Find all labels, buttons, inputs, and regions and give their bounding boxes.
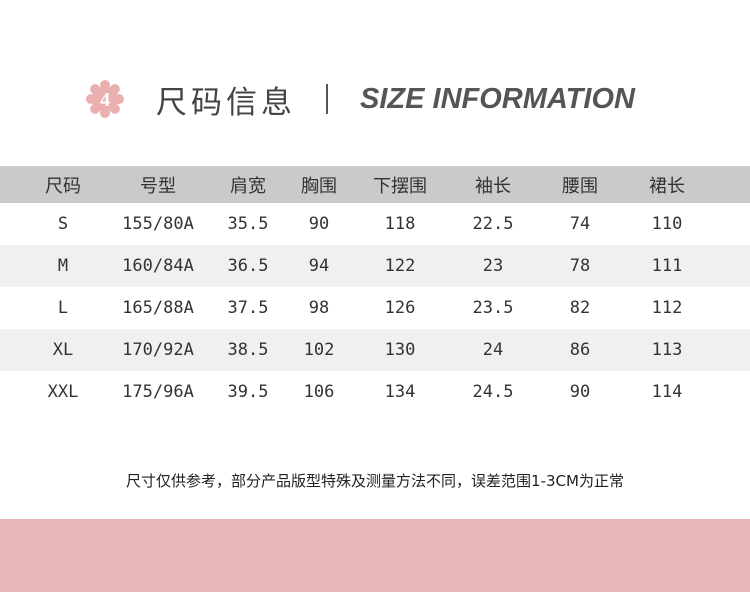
table-cell: M bbox=[57, 256, 69, 276]
table-cell: 155/80A bbox=[122, 214, 194, 234]
table-cell: 175/96A bbox=[122, 382, 194, 402]
table-cell: XXL bbox=[47, 382, 79, 402]
column-header: 袖长 bbox=[475, 175, 511, 197]
table-row: M 160/84A 36.5 94 122 23 78 111 bbox=[0, 245, 750, 287]
table-cell: 78 bbox=[569, 256, 591, 276]
badge-number: 4 bbox=[100, 89, 110, 111]
table-cell: 126 bbox=[384, 298, 416, 318]
size-note: 尺寸仅供参考，部分产品版型特殊及测量方法不同，误差范围1-3CM为正常 bbox=[126, 472, 624, 490]
column-header: 尺码 bbox=[45, 175, 81, 197]
flower-badge-icon: 4 bbox=[86, 80, 124, 118]
title-english: SIZE INFORMATION bbox=[360, 82, 635, 115]
table-cell: 102 bbox=[303, 340, 335, 360]
table-cell: 23.5 bbox=[472, 298, 514, 318]
column-header: 肩宽 bbox=[230, 175, 266, 197]
table-cell: 113 bbox=[651, 340, 683, 360]
table-cell: 24 bbox=[482, 340, 504, 360]
table-cell: 130 bbox=[384, 340, 416, 360]
table-cell: 94 bbox=[308, 256, 330, 276]
table-cell: 165/88A bbox=[122, 298, 194, 318]
table-cell: 90 bbox=[308, 214, 330, 234]
table-row: S 155/80A 35.5 90 118 22.5 74 110 bbox=[0, 203, 750, 245]
table-cell: 112 bbox=[651, 298, 683, 318]
column-header: 腰围 bbox=[562, 175, 598, 197]
column-header: 裙长 bbox=[649, 175, 685, 197]
table-cell: 106 bbox=[303, 382, 335, 402]
table-cell: 160/84A bbox=[122, 256, 194, 276]
table-cell: 24.5 bbox=[472, 382, 514, 402]
section-title: 4 尺码信息 SIZE INFORMATION bbox=[86, 74, 635, 124]
table-cell: 118 bbox=[384, 214, 416, 234]
table-cell: 38.5 bbox=[227, 340, 269, 360]
table-cell: 23 bbox=[482, 256, 504, 276]
table-cell: 98 bbox=[308, 298, 330, 318]
footer-band bbox=[0, 519, 750, 592]
column-header: 胸围 bbox=[301, 175, 337, 197]
table-cell: 37.5 bbox=[227, 298, 269, 318]
table-cell: XL bbox=[52, 340, 74, 360]
table-cell: 111 bbox=[651, 256, 683, 276]
table-row: XXL 175/96A 39.5 106 134 24.5 90 114 bbox=[0, 371, 750, 413]
column-header: 下摆围 bbox=[373, 175, 427, 197]
table-cell: 110 bbox=[651, 214, 683, 234]
size-table: 尺码 号型 肩宽 胸围 下摆围 袖长 腰围 裙长 S 155/80A 35.5 90 118 22.5 7… bbox=[0, 166, 750, 413]
title-chinese: 尺码信息 bbox=[156, 84, 296, 121]
table-cell: S bbox=[57, 214, 69, 234]
title-divider bbox=[326, 84, 328, 114]
table-cell: 82 bbox=[569, 298, 591, 318]
table-cell: 134 bbox=[384, 382, 416, 402]
table-cell: 170/92A bbox=[122, 340, 194, 360]
table-cell: 22.5 bbox=[472, 214, 514, 234]
table-cell: 114 bbox=[651, 382, 683, 402]
table-cell: 36.5 bbox=[227, 256, 269, 276]
table-row: XL 170/92A 38.5 102 130 24 86 113 bbox=[0, 329, 750, 371]
table-row: L 165/88A 37.5 98 126 23.5 82 112 bbox=[0, 287, 750, 329]
table-cell: 90 bbox=[569, 382, 591, 402]
table-header-row: 尺码 号型 肩宽 胸围 下摆围 袖长 腰围 裙长 bbox=[0, 166, 750, 203]
table-cell: 74 bbox=[569, 214, 591, 234]
table-cell: L bbox=[57, 298, 69, 318]
table-cell: 122 bbox=[384, 256, 416, 276]
column-header: 号型 bbox=[140, 175, 176, 197]
table-cell: 86 bbox=[569, 340, 591, 360]
table-cell: 35.5 bbox=[227, 214, 269, 234]
table-cell: 39.5 bbox=[227, 382, 269, 402]
